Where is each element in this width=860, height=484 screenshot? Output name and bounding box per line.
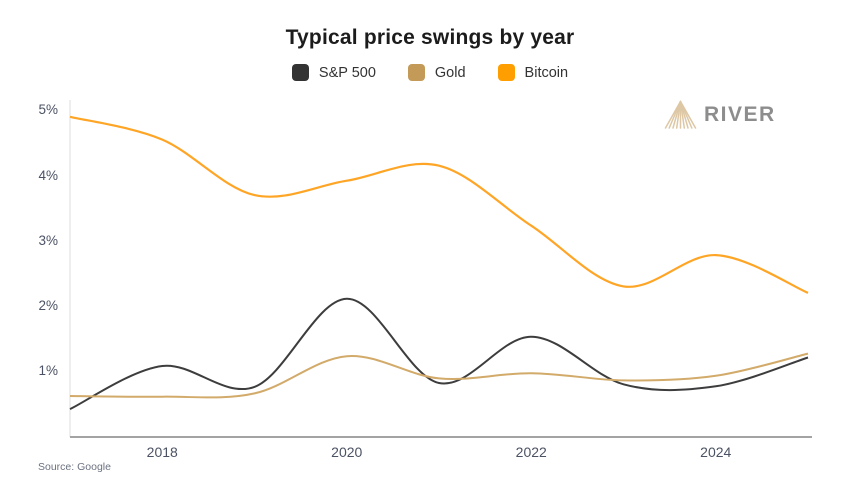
y-tick-label: 2%: [38, 298, 58, 313]
series-line-sp500: [69, 297, 809, 411]
river-logo: RIVER: [664, 100, 776, 129]
y-tick-label: 4%: [38, 167, 58, 183]
legend-item-gold: Gold: [407, 64, 466, 81]
series-line-bitcoin: [69, 115, 809, 294]
x-tick-label: 2022: [515, 444, 547, 460]
legend-swatch-gold-icon: [407, 64, 425, 81]
source-note: Source: Google: [38, 461, 111, 473]
legend: S&P 500 Gold Bitcoin: [0, 64, 860, 81]
x-tick-label: 2018: [146, 444, 178, 460]
legend-swatch-sp500-icon: [291, 64, 309, 81]
x-tick-label: 2020: [331, 444, 363, 460]
y-tick-label: 5%: [38, 102, 58, 118]
river-logo-icon: [664, 100, 697, 129]
y-tick-label: 1%: [38, 363, 58, 379]
river-logo-text: RIVER: [704, 102, 776, 126]
legend-label-sp500: S&P 500: [318, 64, 376, 81]
legend-label-bitcoin: Bitcoin: [524, 64, 569, 81]
series-line-gold: [69, 352, 809, 399]
legend-label-gold: Gold: [434, 64, 466, 81]
y-tick-label: 3%: [38, 232, 58, 248]
x-tick-label: 2024: [700, 444, 732, 460]
legend-swatch-bitcoin-icon: [497, 64, 515, 81]
legend-item-bitcoin: Bitcoin: [497, 64, 569, 81]
chart-title: Typical price swings by year: [285, 26, 575, 49]
legend-item-sp500: S&P 500: [291, 64, 376, 81]
